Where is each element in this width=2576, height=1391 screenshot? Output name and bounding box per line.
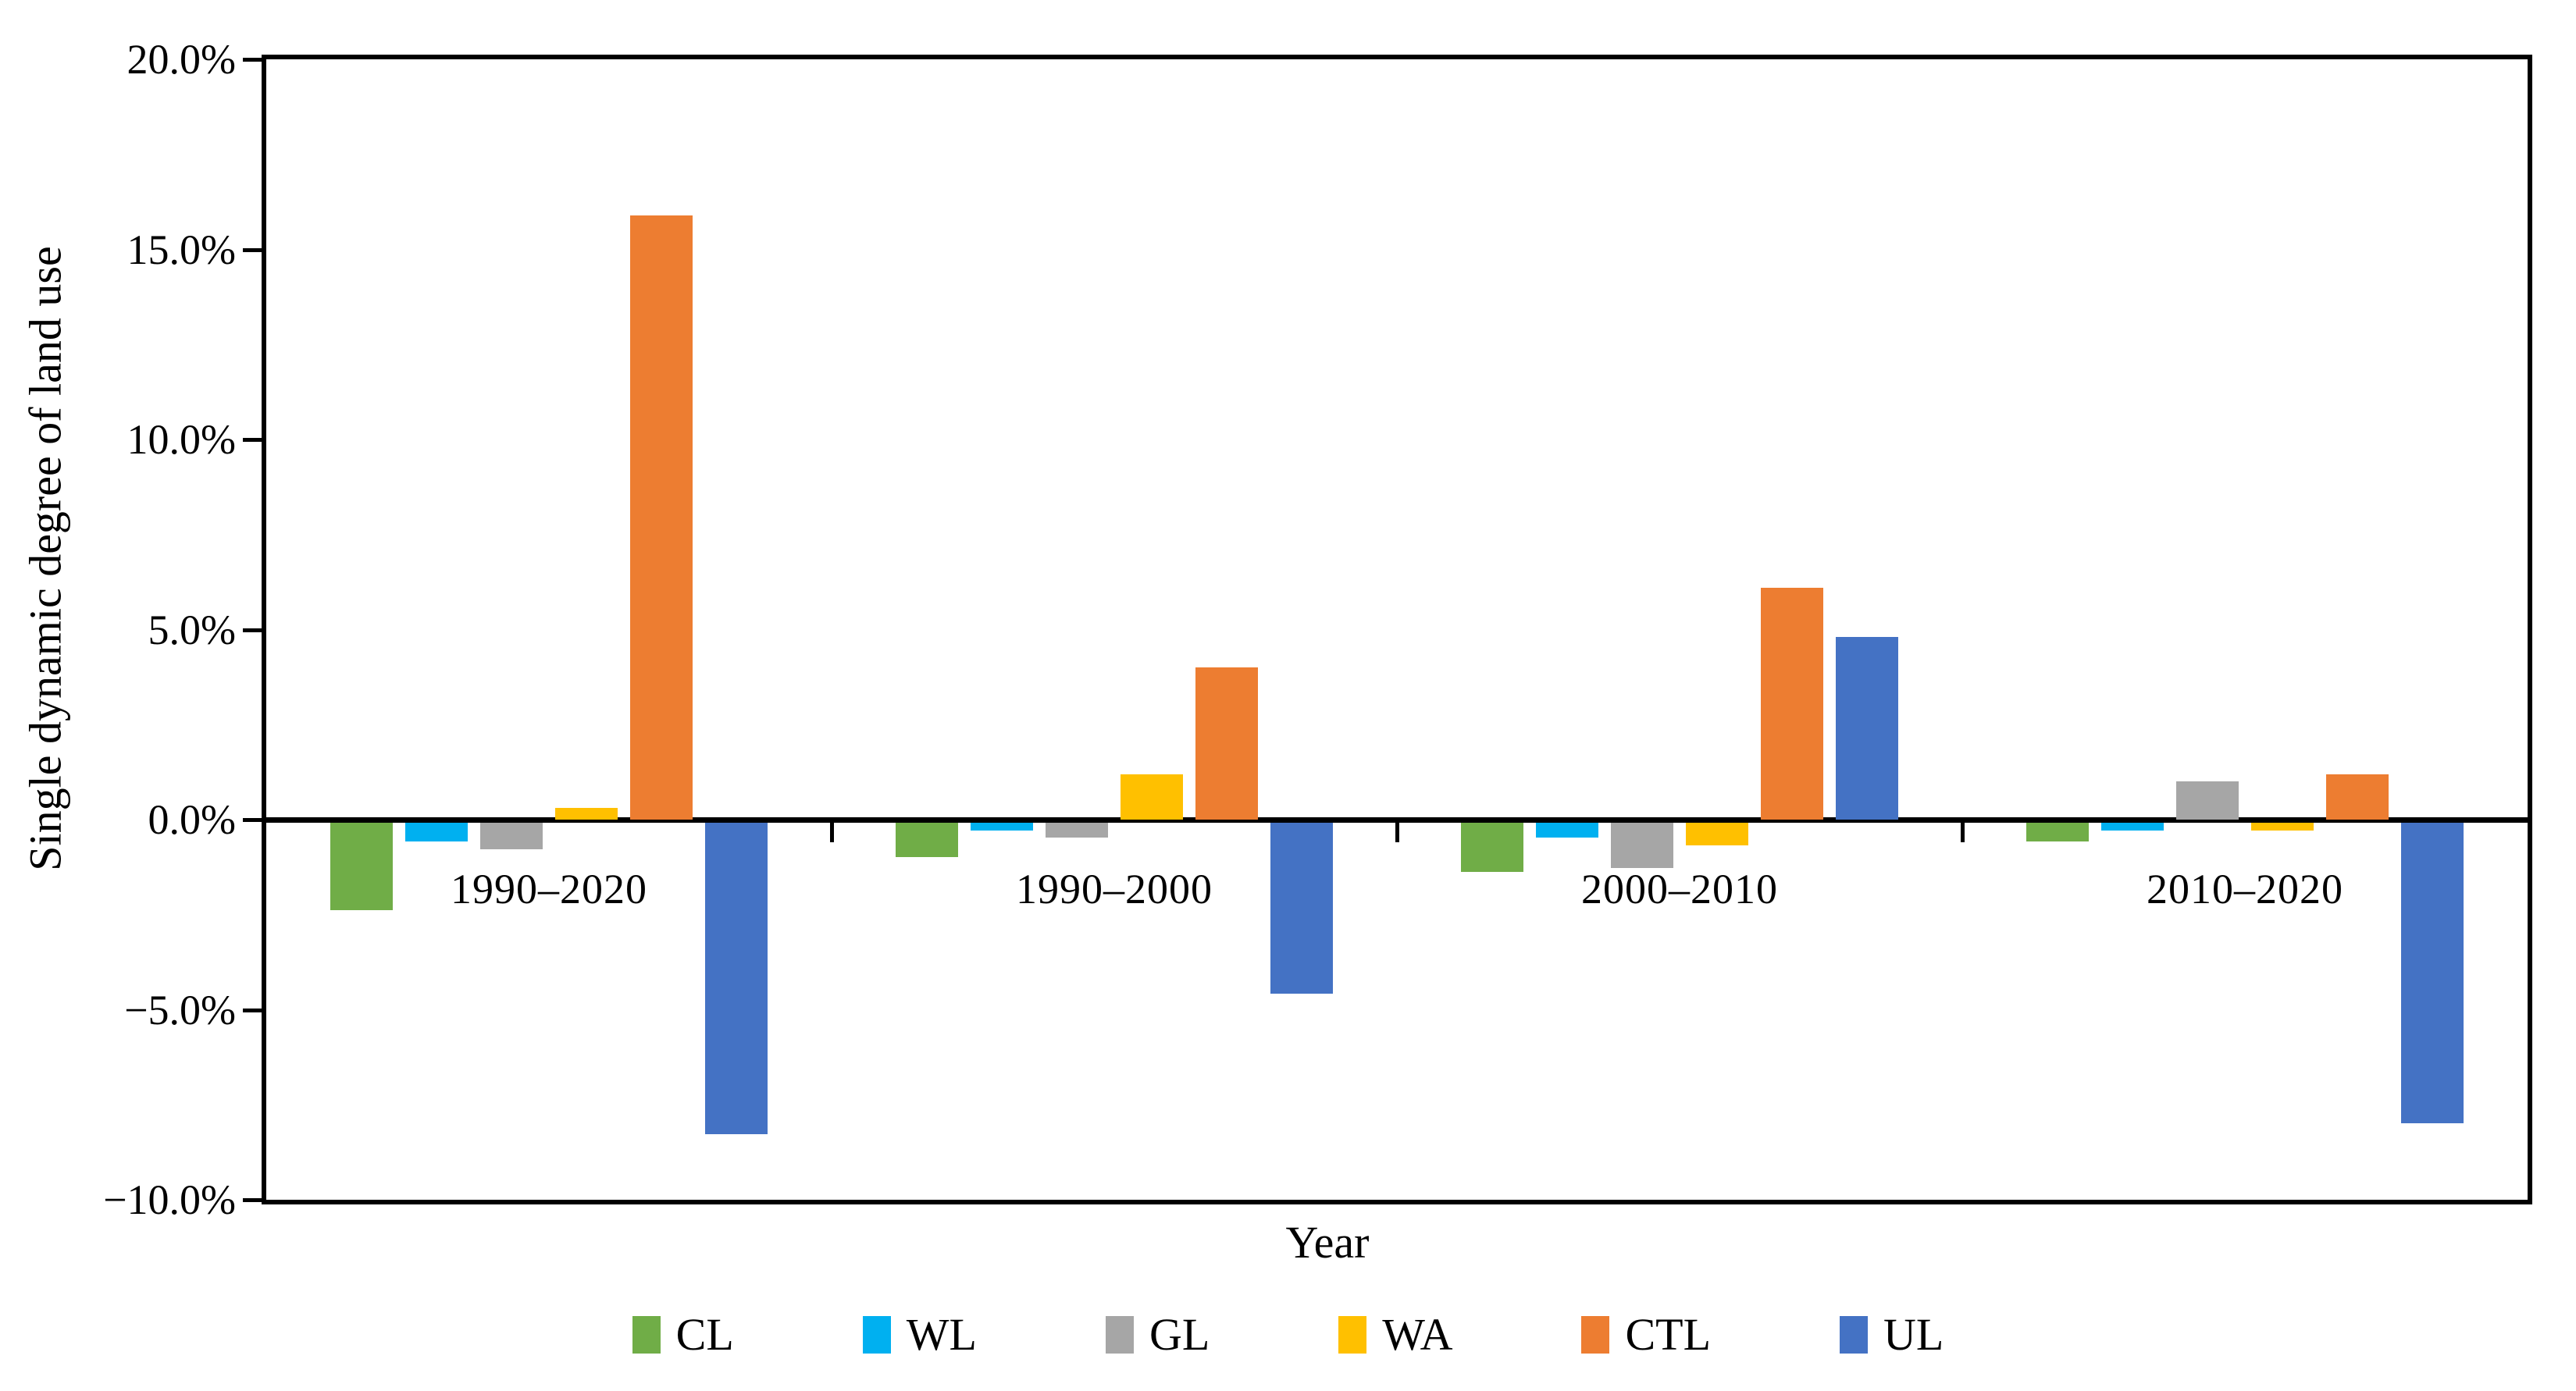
y-tick-label: −5.0% [124, 986, 236, 1033]
bar-gl-2 [1046, 823, 1108, 838]
bar-ctl-1 [630, 215, 693, 820]
legend-swatch-wa [1338, 1315, 1367, 1354]
legend-item-ctl: CTL [1581, 1308, 1711, 1361]
y-tick-label: 15.0% [126, 226, 236, 273]
y-tick-label: 10.0% [126, 416, 236, 463]
y-tick-mark [243, 818, 263, 822]
legend-label-cl: CL [675, 1309, 734, 1360]
x-group-label: 2000–2010 [1581, 866, 1778, 913]
bar-gl-1 [480, 823, 543, 850]
x-group-label: 1990–2000 [1016, 866, 1213, 913]
bar-ctl-3 [1761, 587, 1823, 820]
bar-gl-4 [2176, 781, 2239, 820]
x-group-label: 1990–2020 [451, 866, 647, 913]
legend-item-ul: UL [1840, 1308, 1944, 1361]
bar-wl-4 [2101, 823, 2164, 831]
y-tick-label: 0.0% [148, 796, 236, 843]
bar-ul-1 [705, 823, 768, 1135]
y-tick-label: 20.0% [126, 36, 236, 83]
legend-item-cl: CL [632, 1308, 734, 1361]
bar-wa-3 [1686, 823, 1748, 846]
legend-item-wa: WA [1338, 1308, 1452, 1361]
y-tick-mark [243, 1198, 263, 1202]
bar-cl-1 [330, 823, 393, 910]
category-axis-tick [830, 817, 834, 842]
y-tick-label: −10.0% [103, 1176, 236, 1223]
x-group-label: 2010–2020 [2147, 866, 2343, 913]
legend-swatch-cl [632, 1315, 661, 1354]
y-tick-mark [243, 58, 263, 62]
legend-swatch-gl [1105, 1315, 1134, 1354]
bar-wa-2 [1121, 774, 1183, 820]
bar-wl-1 [405, 823, 468, 842]
bar-ctl-2 [1195, 667, 1258, 820]
legend-item-wl: WL [862, 1308, 977, 1361]
bar-wl-2 [971, 823, 1033, 831]
legend-label-wl: WL [906, 1309, 977, 1360]
bar-ul-4 [2401, 823, 2464, 1123]
bar-ctl-4 [2326, 774, 2389, 820]
category-axis-tick [1961, 817, 1965, 842]
bar-cl-2 [896, 823, 958, 857]
legend-swatch-ul [1840, 1315, 1869, 1354]
legend-label-gl: GL [1149, 1309, 1210, 1360]
y-tick-mark [243, 438, 263, 442]
legend-label-wa: WA [1382, 1309, 1453, 1360]
legend: CL WL GL WA CTL UL [0, 1308, 2576, 1361]
legend-item-gl: GL [1105, 1308, 1210, 1361]
bar-ul-3 [1836, 637, 1898, 820]
bar-ul-2 [1270, 823, 1333, 994]
legend-swatch-ctl [1581, 1315, 1610, 1354]
y-tick-mark [243, 1008, 263, 1012]
y-tick-label: 5.0% [148, 606, 236, 653]
y-tick-mark [243, 628, 263, 632]
y-tick-mark [243, 247, 263, 252]
bar-wa-1 [555, 808, 618, 820]
bar-cl-3 [1461, 823, 1523, 873]
category-axis-tick [1395, 817, 1399, 842]
bar-cl-4 [2026, 823, 2089, 842]
bar-wa-4 [2251, 823, 2314, 831]
bar-gl-3 [1611, 823, 1673, 869]
legend-label-ctl: CTL [1625, 1309, 1712, 1360]
bar-wl-3 [1536, 823, 1598, 838]
x-axis-title: Year [1285, 1217, 1370, 1268]
plot-area: 1990–2020 1990–2000 2000–2010 2010–2020 [262, 55, 2532, 1204]
legend-swatch-wl [862, 1315, 891, 1354]
legend-label-ul: UL [1883, 1309, 1944, 1360]
